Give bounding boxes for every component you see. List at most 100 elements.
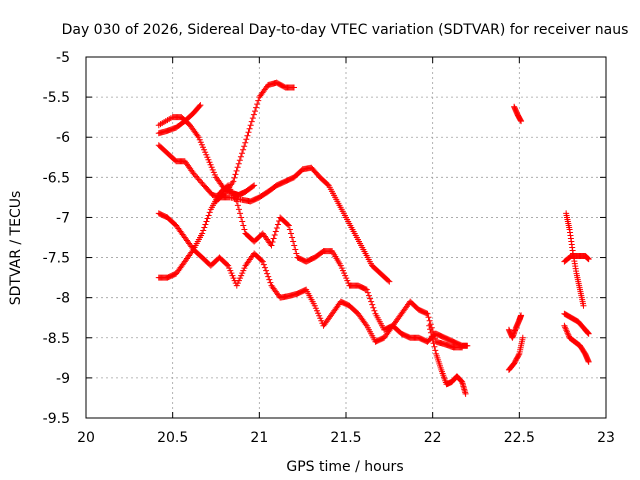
data-point [267,279,274,286]
data-point [229,272,236,279]
data-point [235,160,242,167]
data-point [291,84,297,91]
grid [86,57,606,418]
data-point [318,317,325,324]
data-point [197,102,204,109]
data-point [234,280,241,287]
data-point [290,238,297,245]
data-point [293,250,300,257]
x-tick-label: 21 [250,430,268,446]
data-point [430,340,437,347]
data-point [241,226,248,233]
data-point [337,262,344,269]
data-point [200,227,207,234]
data-point [367,295,374,302]
data-point [289,234,296,241]
data-point [237,153,244,160]
data-point [311,302,318,309]
data-point [518,312,525,319]
data-point [199,230,206,237]
data-point [237,275,244,282]
data-point [515,352,522,359]
data-point [370,304,377,311]
data-point [209,166,216,173]
data-point [270,235,277,242]
data-point [385,277,392,284]
data-point [339,267,346,274]
data-point [203,151,210,158]
data-point [431,343,438,350]
data-point [239,218,246,225]
data-point [246,125,253,132]
data-point [253,104,260,111]
data-point [341,270,348,277]
x-tick-label: 22.5 [504,430,535,446]
series-track-7 [426,322,469,397]
data-point [243,136,250,143]
data-point [265,273,272,280]
data-point [233,167,240,174]
x-tick-label: 20.5 [157,430,188,446]
series-track-6 [155,182,471,349]
x-tick-label: 21.5 [330,430,361,446]
data-point [317,315,324,322]
series-track-12 [561,252,592,265]
data-point [228,270,235,277]
data-point [235,277,242,284]
data-point [202,149,209,156]
data-point [233,282,240,289]
data-point [240,267,247,274]
data-point [266,276,273,283]
data-point [580,302,587,309]
data-point [254,101,261,108]
data-point [324,181,331,188]
data-point [287,230,294,237]
data-point [263,267,270,274]
data-point [315,310,322,317]
data-point [363,286,370,293]
data-point [274,221,281,228]
data-point [261,264,268,271]
data-point [227,267,234,274]
x-tick-label: 20 [77,430,95,446]
y-tick-label: -7.5 [43,251,70,267]
data-point [205,212,212,219]
data-point [210,169,217,176]
data-point [585,330,592,337]
y-tick-label: -9.5 [43,411,70,427]
data-point [284,221,291,228]
data-point [342,272,349,279]
data-point [201,224,208,231]
data-point [248,118,255,125]
data-point [368,298,375,305]
data-point [426,317,433,324]
data-point [425,314,432,321]
data-points [155,79,592,397]
series-track-10 [505,334,526,373]
data-point [247,122,254,129]
data-point [225,262,232,269]
series-track-8 [511,103,525,125]
data-point [207,161,214,168]
data-point [204,215,211,222]
data-point [268,242,275,249]
data-point [237,210,244,217]
data-point [428,333,435,340]
data-point [240,146,247,153]
data-point [464,342,471,349]
data-point [426,322,433,329]
data-point [250,111,257,118]
data-point [273,224,280,231]
data-point [211,171,218,178]
data-point [427,326,434,333]
series-track-4 [155,142,393,285]
y-tick-label: -6 [56,130,70,146]
data-point [462,390,469,397]
data-point [238,214,245,221]
y-tick-label: -8.5 [43,331,70,347]
data-point [518,118,525,125]
data-point [195,134,202,141]
data-point [364,289,371,296]
data-point [292,246,299,253]
data-point [241,265,248,272]
